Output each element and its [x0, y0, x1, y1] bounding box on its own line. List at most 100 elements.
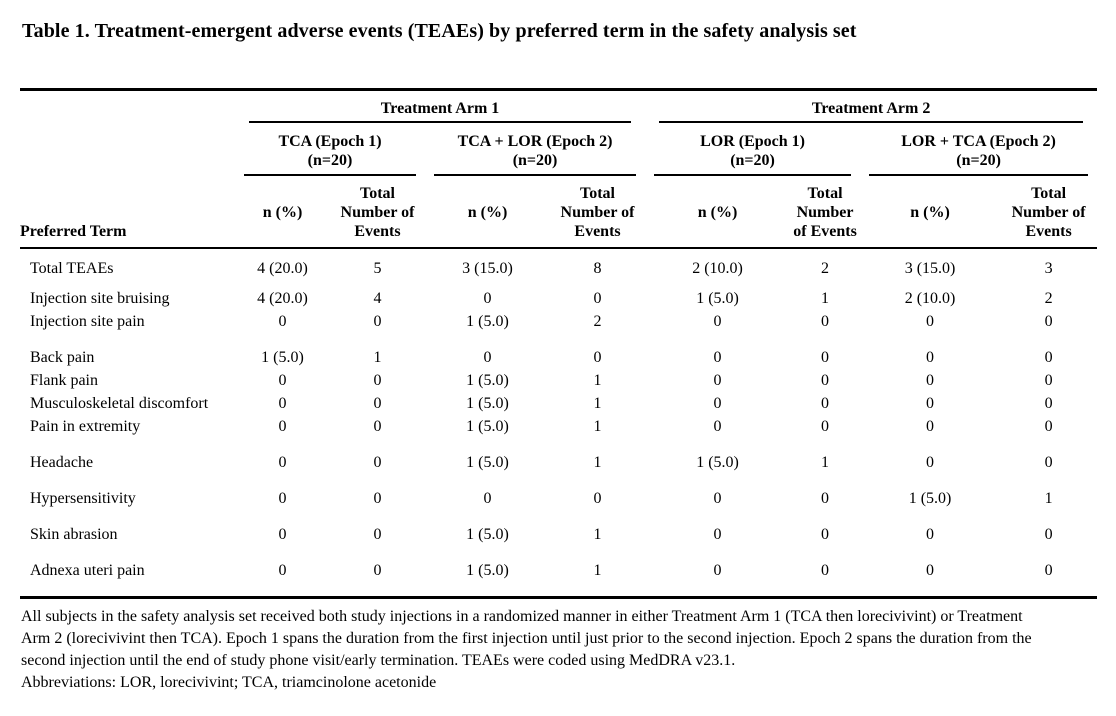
value-cell: 0 — [483, 490, 492, 507]
term-cell: Adnexa uteri pain — [30, 562, 145, 579]
value-cell: 0 — [1044, 395, 1053, 412]
epoch-2-header: TCA + LOR (Epoch 2) (n=20) — [425, 123, 645, 176]
value-cell: 1 (5.0) — [261, 349, 304, 366]
table-row: Pain in extremity 0 0 1 (5.0) 1 0 0 0 0 — [20, 415, 1097, 438]
value-cell: 1 — [593, 372, 602, 389]
events-header: Total Number of Events — [340, 185, 415, 240]
value-cell: 0 — [373, 395, 382, 412]
table-body: Total TEAEs 4 (20.0) 5 3 (15.0) 8 2 (10.… — [20, 248, 1098, 598]
term-cell: Back pain — [30, 349, 95, 366]
value-cell: 1 — [593, 562, 602, 579]
value-cell: 0 — [926, 418, 935, 435]
epoch-3-n: (n=20) — [730, 152, 775, 169]
value-cell: 0 — [373, 562, 382, 579]
term-cell: Injection site pain — [30, 313, 145, 330]
empty-cell — [20, 123, 235, 176]
table-row: Back pain 1 (5.0) 1 0 0 0 0 0 0 — [20, 333, 1097, 369]
arm-header-row: Treatment Arm 1 Treatment Arm 2 — [20, 90, 1097, 124]
value-cell: 0 — [821, 349, 830, 366]
arm-2-header: Treatment Arm 2 — [645, 90, 1097, 123]
n-pct-header: n (%) — [910, 204, 950, 221]
table-row: Injection site bruising 4 (20.0) 4 0 0 1… — [20, 280, 1097, 310]
epoch-4-n: (n=20) — [956, 152, 1001, 169]
events-header: Total Number of Events — [560, 185, 635, 240]
value-cell: 2 — [1044, 290, 1053, 307]
value-cell: 0 — [373, 418, 382, 435]
events-header: Total Number of Events — [793, 185, 857, 240]
value-cell: 0 — [373, 526, 382, 543]
value-cell: 0 — [713, 372, 722, 389]
value-cell: 0 — [1044, 349, 1053, 366]
term-cell: Total TEAEs — [30, 260, 114, 277]
value-cell: 2 — [821, 260, 830, 277]
value-cell: 8 — [593, 260, 602, 277]
value-cell: 1 — [593, 454, 602, 471]
value-cell: 1 — [593, 418, 602, 435]
value-cell: 1 — [593, 395, 602, 412]
value-cell: 1 — [593, 526, 602, 543]
epoch-2-label: TCA + LOR (Epoch 2) — [457, 133, 613, 150]
table-row: Adnexa uteri pain 0 0 1 (5.0) 1 0 0 0 0 — [20, 546, 1097, 598]
value-cell: 0 — [483, 290, 492, 307]
value-cell: 1 (5.0) — [466, 372, 509, 389]
value-cell: 2 (10.0) — [904, 290, 956, 307]
value-cell: 0 — [593, 290, 602, 307]
epoch-2-n: (n=20) — [512, 152, 558, 169]
term-cell: Flank pain — [30, 372, 98, 389]
value-cell: 1 — [373, 349, 382, 366]
value-cell: 0 — [278, 526, 287, 543]
value-cell: 0 — [278, 562, 287, 579]
abbreviations-text: Abbreviations: LOR, lorecivivint; TCA, t… — [21, 674, 437, 691]
value-cell: 4 (20.0) — [257, 290, 308, 307]
value-cell: 1 (5.0) — [908, 490, 952, 507]
arm-2-label: Treatment Arm 2 — [659, 100, 1084, 123]
footnote-text: All subjects in the safety analysis set … — [21, 608, 1032, 669]
epoch-1-n: (n=20) — [307, 152, 353, 169]
n-pct-header: n (%) — [467, 204, 508, 221]
table-row: Headache 0 0 1 (5.0) 1 1 (5.0) 1 0 0 — [20, 438, 1097, 474]
value-cell: 0 — [926, 313, 935, 330]
epoch-1-header: TCA (Epoch 1) (n=20) — [235, 123, 425, 176]
table-title: Table 1. Treatment-emergent adverse even… — [22, 20, 857, 42]
table-row: Total TEAEs 4 (20.0) 5 3 (15.0) 8 2 (10.… — [20, 248, 1097, 280]
value-cell: 0 — [278, 313, 287, 330]
value-cell: 0 — [926, 349, 935, 366]
table-row: Flank pain 0 0 1 (5.0) 1 0 0 0 0 — [20, 369, 1097, 392]
value-cell: 2 (10.0) — [692, 260, 743, 277]
value-cell: 0 — [373, 313, 382, 330]
table-row: Musculoskeletal discomfort 0 0 1 (5.0) 1… — [20, 392, 1097, 415]
term-cell: Pain in extremity — [30, 418, 141, 435]
epoch-4-header: LOR + TCA (Epoch 2) (n=20) — [860, 123, 1097, 176]
table-row: Injection site pain 0 0 1 (5.0) 2 0 0 0 … — [20, 310, 1097, 333]
value-cell: 0 — [593, 490, 602, 507]
value-cell: 1 — [821, 454, 830, 471]
value-cell: 1 (5.0) — [466, 313, 509, 330]
table-footnotes: All subjects in the safety analysis set … — [21, 606, 1041, 694]
value-cell: 4 (20.0) — [257, 260, 308, 277]
value-cell: 0 — [373, 454, 382, 471]
value-cell: 0 — [821, 418, 830, 435]
value-cell: 0 — [278, 395, 287, 412]
value-cell: 3 (15.0) — [462, 260, 513, 277]
value-cell: 0 — [926, 526, 935, 543]
epoch-1-label: TCA (Epoch 1) — [278, 133, 382, 150]
value-cell: 0 — [821, 372, 830, 389]
value-cell: 0 — [713, 418, 722, 435]
value-cell: 0 — [278, 454, 287, 471]
n-pct-header: n (%) — [697, 204, 738, 221]
events-header: Total Number of Events — [1011, 185, 1086, 240]
value-cell: 0 — [926, 395, 935, 412]
value-cell: 0 — [1044, 562, 1053, 579]
value-cell: 3 — [1044, 260, 1053, 277]
empty-cell — [20, 90, 235, 124]
value-cell: 0 — [713, 490, 722, 507]
value-cell: 0 — [1044, 418, 1053, 435]
value-cell: 1 — [1044, 490, 1053, 507]
value-cell: 4 — [373, 290, 382, 307]
preferred-term-header: Preferred Term — [20, 223, 127, 240]
value-cell: 0 — [821, 395, 830, 412]
value-cell: 1 (5.0) — [466, 454, 509, 471]
table-header: Treatment Arm 1 Treatment Arm 2 TCA (Epo… — [20, 90, 1098, 248]
epoch-3-header: LOR (Epoch 1) (n=20) — [645, 123, 860, 176]
value-cell: 1 (5.0) — [466, 418, 509, 435]
